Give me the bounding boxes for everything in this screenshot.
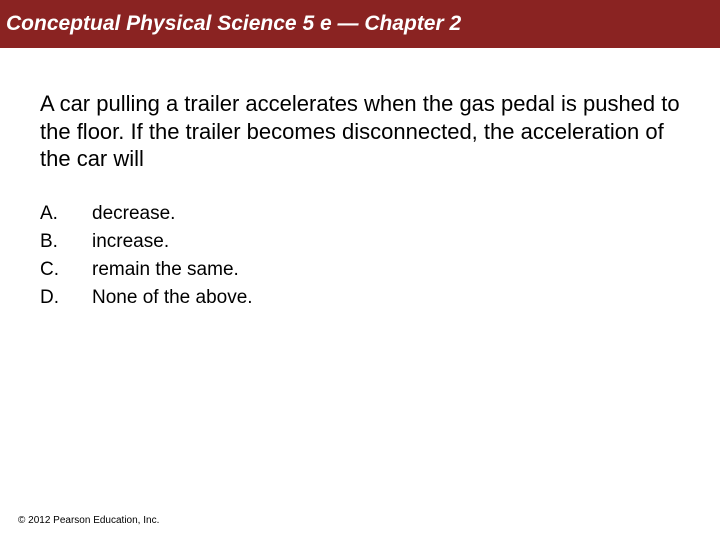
option-letter: C. xyxy=(40,259,92,281)
option-row: B. increase. xyxy=(40,231,680,253)
option-text: remain the same. xyxy=(92,259,239,281)
question-block: A car pulling a trailer accelerates when… xyxy=(0,48,720,173)
option-text: increase. xyxy=(92,231,169,253)
slide-header: Conceptual Physical Science 5 e — Chapte… xyxy=(0,0,720,48)
question-text: A car pulling a trailer accelerates when… xyxy=(40,90,680,173)
option-letter: D. xyxy=(40,287,92,309)
options-block: A. decrease. B. increase. C. remain the … xyxy=(0,173,720,309)
copyright-footer: © 2012 Pearson Education, Inc. xyxy=(18,515,159,526)
option-text: decrease. xyxy=(92,203,175,225)
option-row: C. remain the same. xyxy=(40,259,680,281)
option-letter: B. xyxy=(40,231,92,253)
option-letter: A. xyxy=(40,203,92,225)
option-row: A. decrease. xyxy=(40,203,680,225)
option-row: D. None of the above. xyxy=(40,287,680,309)
option-text: None of the above. xyxy=(92,287,253,309)
header-title: Conceptual Physical Science 5 e — Chapte… xyxy=(6,12,461,36)
